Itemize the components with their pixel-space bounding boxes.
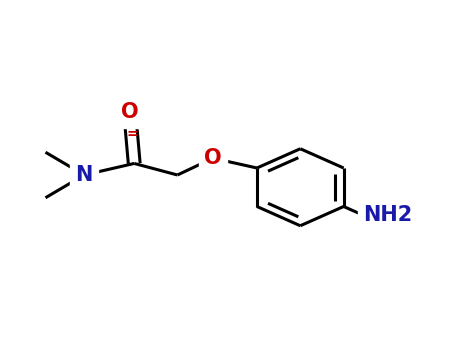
Text: O: O [121,102,138,122]
Text: O: O [204,148,222,168]
Text: =: = [126,127,138,141]
Text: N: N [76,165,93,185]
Text: NH2: NH2 [364,205,413,225]
